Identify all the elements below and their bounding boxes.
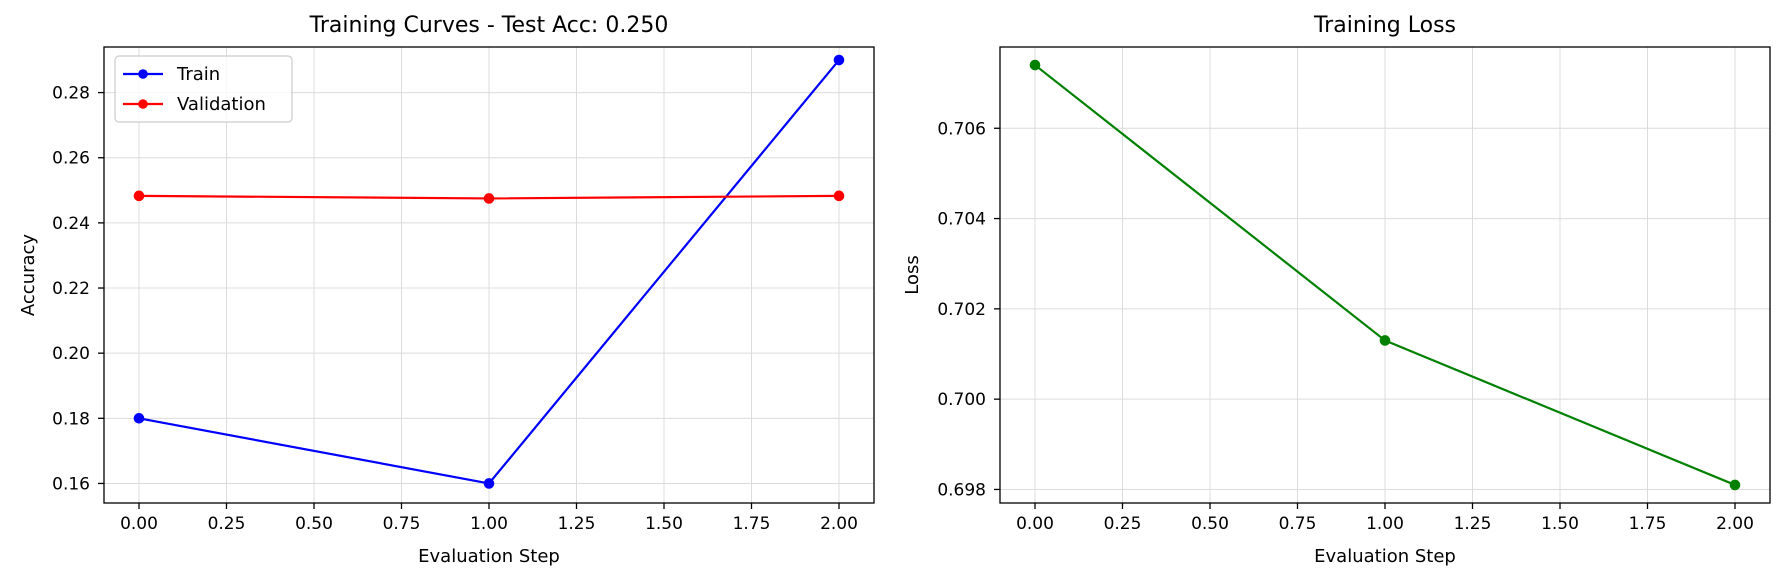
y-tick-label: 0.18 [52, 409, 90, 429]
data-point [1729, 479, 1741, 491]
x-tick-label: 1.50 [1541, 514, 1579, 534]
x-tick-label: 1.25 [558, 514, 596, 534]
x-tick-label: 0.25 [208, 514, 246, 534]
chart-title: Training Curves - Test Acc: 0.250 [309, 13, 669, 38]
x-tick-label: 1.75 [733, 514, 771, 534]
x-tick-label: 0.50 [1191, 514, 1229, 534]
legend: Train Validation [114, 55, 293, 123]
x-tick-label: 0.50 [295, 514, 333, 534]
data-point [833, 190, 845, 202]
x-tick-label: 1.25 [1454, 514, 1492, 534]
data-point [1379, 335, 1391, 346]
data-point [833, 54, 845, 66]
y-tick-label: 0.24 [52, 214, 90, 234]
x-tick-label: 0.75 [383, 514, 421, 534]
y-tick-label: 0.700 [937, 390, 986, 410]
y-tick-label: 0.698 [937, 480, 986, 500]
y-tick-label: 0.704 [937, 210, 986, 230]
x-tick-label: 1.75 [1629, 514, 1667, 534]
legend-label: Train [176, 64, 220, 85]
data-point [133, 413, 145, 424]
legend-box [114, 55, 293, 123]
y-tick-label: 0.20 [52, 344, 90, 364]
data-point [483, 193, 495, 204]
x-tick-label: 0.25 [1104, 514, 1142, 534]
y-tick-label: 0.26 [52, 149, 90, 169]
y-tick-label: 0.702 [937, 300, 986, 320]
x-tick-label: 2.00 [820, 514, 858, 534]
data-point [133, 190, 145, 202]
x-tick-label: 1.00 [1366, 514, 1404, 534]
legend-label: Validation [177, 94, 266, 115]
loss-chart: 0.00 0.25 0.50 0.75 1.00 1.25 1.50 1.75 2.00 0.69… [902, 13, 1771, 567]
x-tick-label: 0.00 [1016, 514, 1054, 534]
y-tick-label: 0.706 [937, 119, 986, 139]
y-axis-label: Loss [902, 255, 923, 294]
legend-swatch-marker [138, 69, 148, 79]
chart-title: Training Loss [1313, 13, 1456, 38]
y-tick-label: 0.22 [52, 279, 90, 299]
legend-swatch-marker [138, 99, 148, 109]
x-axis-label: Evaluation Step [418, 546, 560, 567]
x-axis-label: Evaluation Step [1314, 546, 1456, 567]
x-tick-label: 1.50 [645, 514, 683, 534]
y-tick-label: 0.28 [52, 84, 90, 104]
x-tick-label: 0.75 [1279, 514, 1317, 534]
y-tick-label: 0.16 [52, 474, 90, 494]
accuracy-chart: 0.00 0.25 0.50 0.75 1.00 1.25 1.50 1.75 2.00 0.16… [18, 13, 875, 567]
data-point [483, 478, 495, 489]
x-tick-label: 1.00 [470, 514, 508, 534]
y-axis-label: Accuracy [18, 234, 39, 317]
x-tick-label: 2.00 [1716, 514, 1754, 534]
data-point [1029, 59, 1041, 71]
x-tick-label: 0.00 [120, 514, 158, 534]
